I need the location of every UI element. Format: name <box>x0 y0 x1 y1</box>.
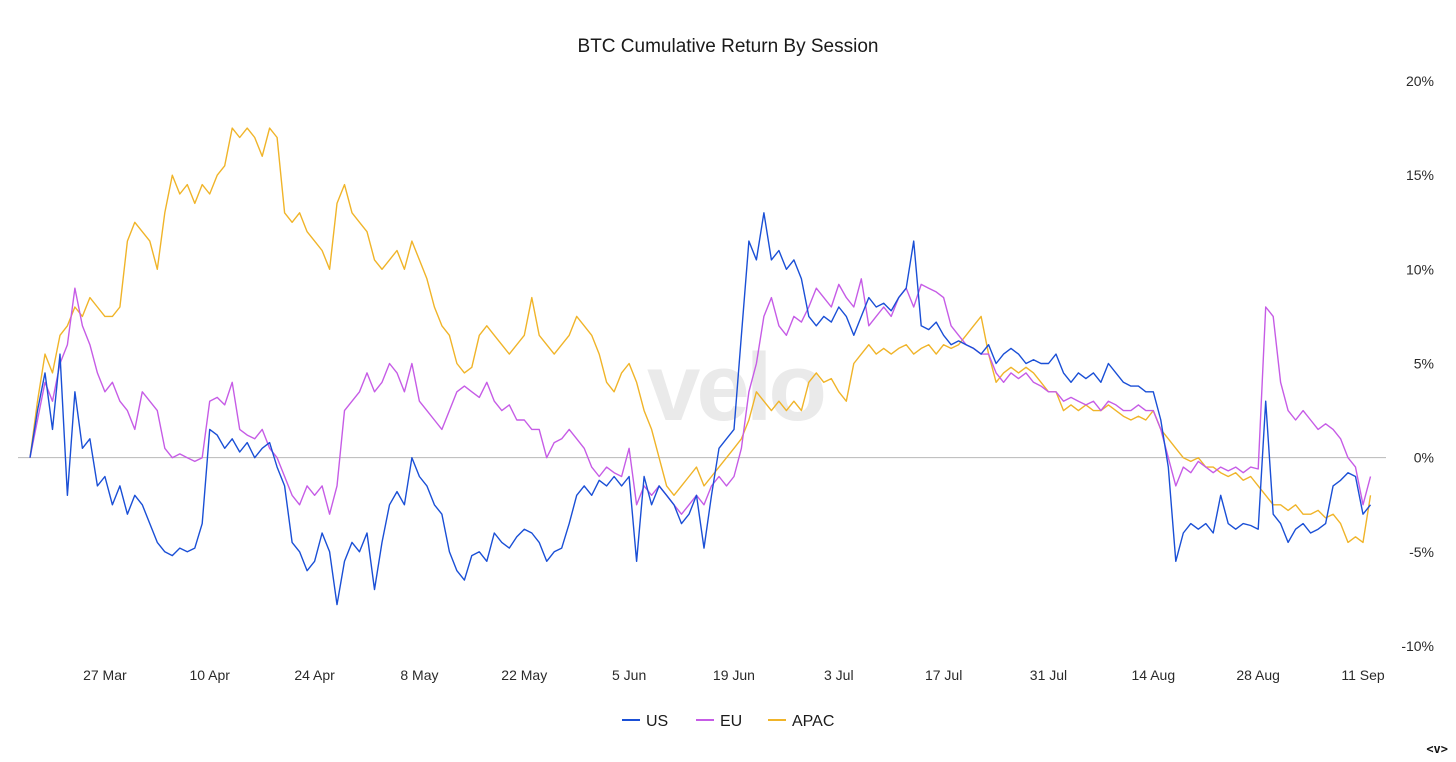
series-line-us <box>29 212 1372 606</box>
x-tick-label: 19 Jun <box>713 667 755 683</box>
chart-title: BTC Cumulative Return By Session <box>578 36 879 57</box>
x-tick-label: 14 Aug <box>1132 667 1176 683</box>
x-tick-label: 24 Apr <box>294 667 335 683</box>
legend-label: US <box>646 713 668 730</box>
legend-label: EU <box>720 713 742 730</box>
x-axis: 27 Mar 10 Apr 24 Apr 8 May 22 May 5 Jun 19 Jun… <box>83 667 1385 683</box>
y-tick-label: -5% <box>1409 544 1434 560</box>
x-tick-label: 31 Jul <box>1030 667 1067 683</box>
y-tick-label: 5% <box>1414 356 1434 372</box>
x-tick-label: 28 Aug <box>1236 667 1280 683</box>
y-tick-label: 10% <box>1406 261 1434 277</box>
series-line-eu <box>29 278 1372 515</box>
legend-label: APAC <box>792 713 834 730</box>
legend-item-apac[interactable]: APAC <box>768 713 834 730</box>
y-axis: 20% 15% 10% 5% 0% -5% -10% <box>1401 73 1434 654</box>
y-tick-label: 0% <box>1414 450 1434 466</box>
x-tick-label: 8 May <box>400 667 438 683</box>
x-tick-label: 17 Jul <box>925 667 962 683</box>
x-tick-label: 22 May <box>501 667 547 683</box>
series-lines <box>29 127 1372 606</box>
navigation-icon[interactable]: <v> <box>1426 742 1448 756</box>
x-tick-label: 11 Sep <box>1341 667 1385 683</box>
series-line-apac <box>29 127 1372 544</box>
x-tick-label: 5 Jun <box>612 667 646 683</box>
x-tick-label: 3 Jul <box>824 667 854 683</box>
legend-item-us[interactable]: US <box>622 713 668 730</box>
x-tick-label: 10 Apr <box>189 667 230 683</box>
legend: US EU APAC <box>622 713 834 730</box>
legend-item-eu[interactable]: EU <box>696 713 742 730</box>
y-tick-label: -10% <box>1401 638 1434 654</box>
x-tick-label: 27 Mar <box>83 667 127 683</box>
y-tick-label: 20% <box>1406 73 1434 89</box>
velo-watermark: velo <box>647 334 823 441</box>
y-tick-label: 15% <box>1406 167 1434 183</box>
